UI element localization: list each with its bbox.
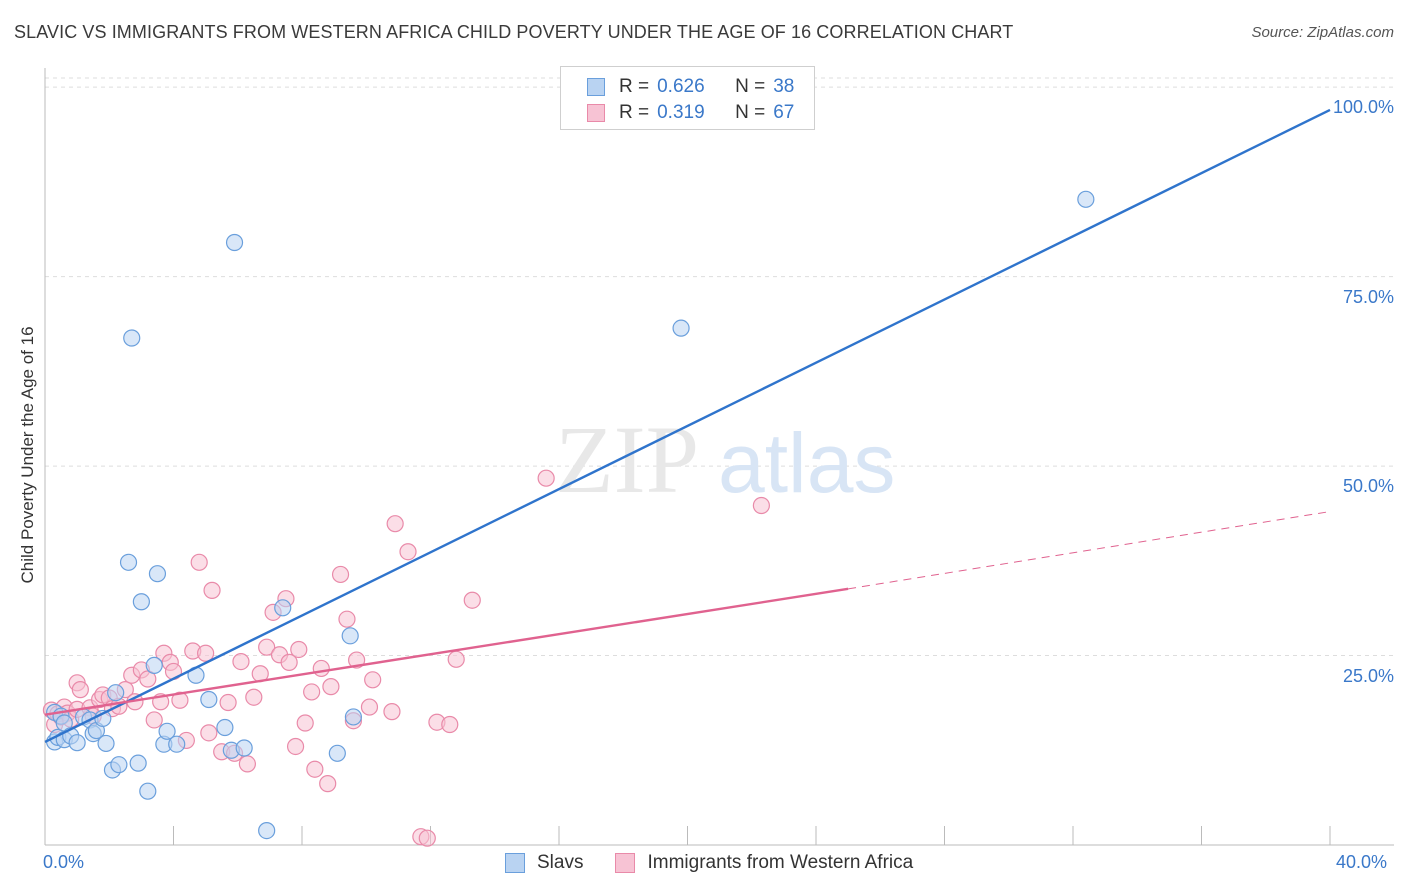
gridlines bbox=[45, 77, 1394, 657]
r-value: 0.626 bbox=[657, 76, 705, 97]
data-point-slavs bbox=[110, 756, 128, 774]
data-point-western-africa bbox=[338, 610, 356, 628]
chart-source: Source: ZipAtlas.com bbox=[1251, 24, 1394, 41]
data-point-slavs bbox=[225, 233, 244, 252]
data-point-western-africa bbox=[306, 760, 324, 778]
data-point-slavs bbox=[139, 782, 157, 800]
data-point-slavs bbox=[129, 754, 147, 772]
data-point-western-africa bbox=[447, 650, 465, 668]
data-point-western-africa bbox=[171, 691, 189, 709]
x-tick-label-min: 0.0% bbox=[43, 852, 85, 872]
data-point-slavs bbox=[97, 734, 115, 753]
y-tick-label: 50.0% bbox=[1342, 476, 1394, 497]
data-point-western-africa bbox=[399, 543, 417, 561]
r-label: R = bbox=[619, 102, 650, 123]
data-point-western-africa bbox=[296, 714, 314, 732]
watermark-atlas: atlas bbox=[718, 416, 895, 510]
data-point-western-africa bbox=[197, 644, 215, 662]
legend-row-slavs: R = 0.626 N = 38 bbox=[587, 75, 794, 99]
trendline-western-africa bbox=[44, 587, 849, 716]
data-point-western-africa bbox=[190, 553, 208, 571]
data-point-slavs bbox=[107, 684, 125, 702]
data-point-western-africa bbox=[463, 591, 481, 609]
legend-item-slavs: Slavs bbox=[505, 852, 583, 874]
slavs-swatch bbox=[587, 78, 605, 96]
data-point-western-africa bbox=[219, 693, 237, 712]
data-point-western-africa bbox=[280, 653, 298, 671]
data-point-western-africa bbox=[200, 724, 218, 742]
trendline-western-africa bbox=[848, 511, 1331, 590]
series-legend: Slavs Immigrants from Western Africa bbox=[505, 852, 945, 874]
data-point-western-africa bbox=[145, 711, 163, 729]
data-point-slavs bbox=[328, 744, 346, 762]
data-point-western-africa bbox=[258, 638, 276, 656]
data-point-western-africa bbox=[303, 683, 321, 701]
data-point-western-africa bbox=[752, 496, 770, 515]
data-point-western-africa bbox=[238, 755, 256, 773]
data-point-western-africa bbox=[319, 775, 337, 793]
data-point-slavs bbox=[68, 734, 86, 752]
data-point-western-africa bbox=[386, 515, 404, 533]
legend-row-western-africa: R = 0.319 N = 67 bbox=[587, 101, 794, 125]
data-point-slavs bbox=[200, 690, 218, 709]
legend-label-slavs: Slavs bbox=[537, 852, 584, 873]
x-tick-label-max: 40.0% bbox=[1336, 852, 1388, 872]
chart-title: SLAVIC VS IMMIGRANTS FROM WESTERN AFRICA… bbox=[14, 22, 1014, 42]
western-africa-swatch bbox=[615, 853, 636, 873]
data-point-western-africa bbox=[322, 678, 340, 696]
data-point-slavs bbox=[148, 565, 167, 583]
y-tick-label: 75.0% bbox=[1342, 286, 1394, 307]
legend-item-western-africa: Immigrants from Western Africa bbox=[615, 852, 913, 874]
n-label: N = bbox=[735, 76, 766, 97]
data-point-western-africa bbox=[245, 688, 263, 706]
trendlines bbox=[44, 108, 1331, 744]
data-point-western-africa bbox=[71, 681, 89, 699]
n-label: N = bbox=[735, 102, 766, 123]
data-point-western-africa bbox=[203, 581, 221, 599]
stats-legend: R = 0.626 N = 38 R = 0.319 N = 67 bbox=[560, 66, 815, 130]
data-point-western-africa bbox=[286, 737, 305, 756]
r-value: 0.319 bbox=[657, 102, 705, 123]
slavs-swatch bbox=[505, 853, 525, 873]
data-point-slavs bbox=[1077, 190, 1095, 208]
watermark-zip: ZIP bbox=[555, 406, 699, 513]
data-point-slavs bbox=[341, 627, 359, 645]
data-point-western-africa bbox=[418, 829, 436, 847]
data-point-western-africa bbox=[290, 640, 308, 659]
data-point-slavs bbox=[119, 553, 138, 571]
data-point-slavs bbox=[168, 735, 186, 753]
data-point-slavs bbox=[258, 822, 276, 840]
data-point-western-africa bbox=[232, 653, 250, 671]
n-value: 67 bbox=[773, 102, 795, 123]
data-point-western-africa bbox=[383, 703, 401, 721]
trendline-slavs bbox=[44, 108, 1331, 744]
data-point-slavs bbox=[672, 319, 690, 337]
n-value: 38 bbox=[773, 76, 795, 97]
data-point-western-africa bbox=[537, 469, 555, 487]
data-point-slavs bbox=[274, 599, 292, 617]
y-tick-label: 25.0% bbox=[1342, 665, 1394, 686]
r-label: R = bbox=[619, 76, 650, 97]
legend-label-western-africa: Immigrants from Western Africa bbox=[647, 852, 914, 873]
data-point-slavs bbox=[145, 656, 163, 674]
data-point-slavs bbox=[344, 708, 362, 726]
data-point-western-africa bbox=[360, 698, 379, 716]
data-point-western-africa bbox=[441, 715, 459, 734]
data-point-slavs bbox=[158, 722, 176, 740]
data-point-slavs bbox=[132, 593, 150, 611]
data-point-slavs bbox=[123, 329, 141, 347]
data-point-western-africa bbox=[364, 671, 382, 689]
series-slavs bbox=[46, 190, 1095, 840]
western-africa-swatch bbox=[587, 104, 605, 122]
data-point-western-africa bbox=[312, 659, 330, 678]
data-point-slavs bbox=[216, 718, 234, 737]
y-tick-label: 100.0% bbox=[1332, 97, 1394, 118]
data-point-western-africa bbox=[331, 565, 350, 584]
data-point-slavs bbox=[235, 739, 253, 757]
